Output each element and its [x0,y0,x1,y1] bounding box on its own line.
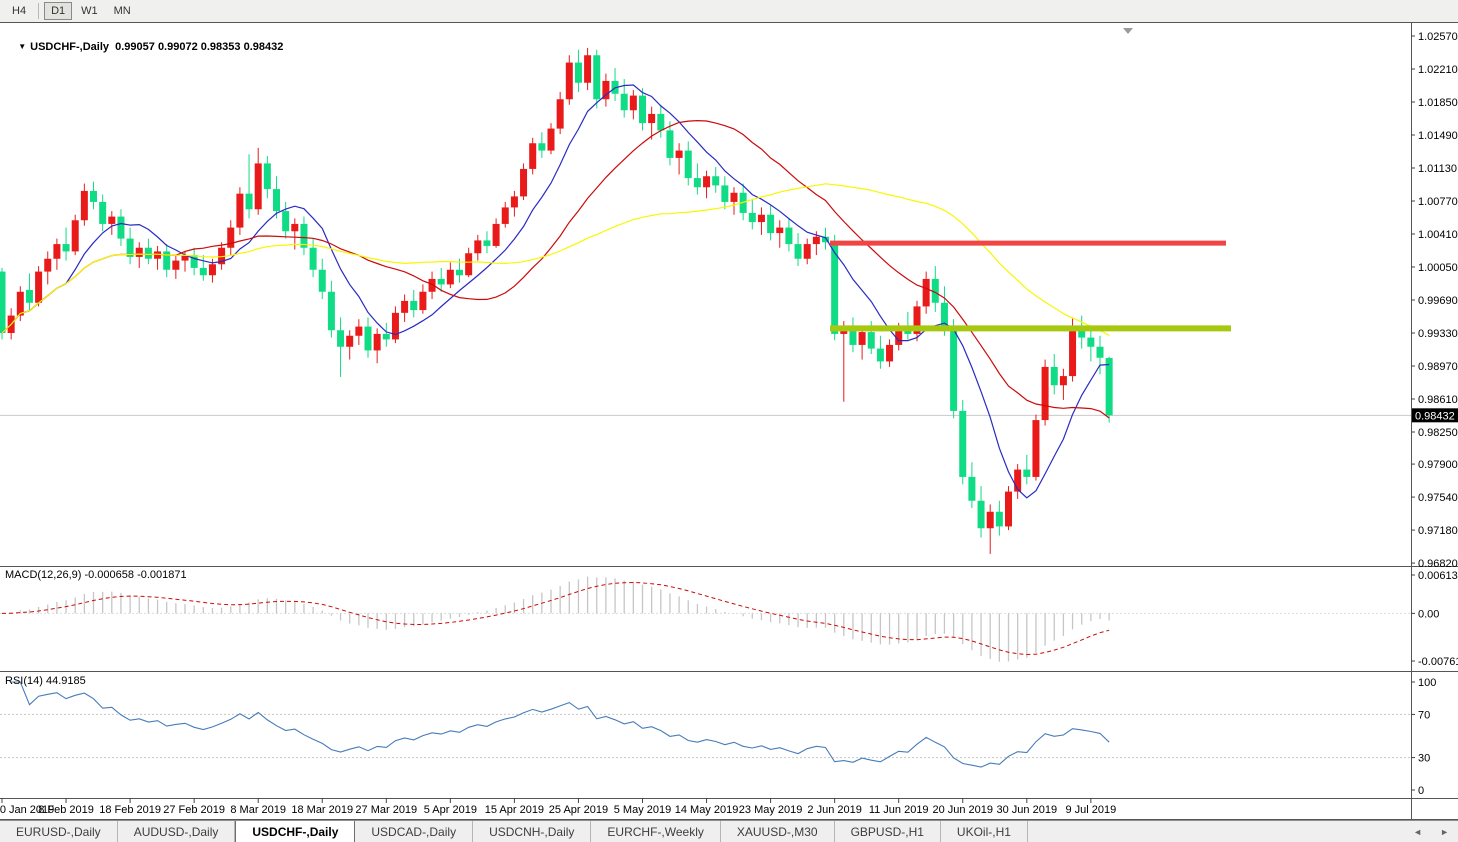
svg-text:0.97900: 0.97900 [1418,459,1458,471]
svg-text:1.01490: 1.01490 [1418,130,1458,142]
rsi-axis: 100 70 30 0 [1411,677,1436,797]
tab-usdchf-daily[interactable]: USDCHF-,Daily [235,821,356,842]
svg-text:1.02210: 1.02210 [1418,64,1458,76]
svg-text:0.00613: 0.00613 [1418,570,1458,582]
svg-text:0.99330: 0.99330 [1418,328,1458,340]
svg-text:0.98970: 0.98970 [1418,361,1458,373]
ma-slow-line [1,183,1110,337]
rsi-line [11,681,1110,768]
svg-text:18 Mar 2019: 18 Mar 2019 [291,804,353,816]
svg-text:30 Jun 2019: 30 Jun 2019 [997,804,1058,816]
chart-canvas[interactable]: 1.02570 1.02210 1.01850 1.01490 1.01130 1.007… [0,22,1458,820]
tab-gbpusd-h1[interactable]: GBPUSD-,H1 [835,821,941,842]
svg-text:20 Jun 2019: 20 Jun 2019 [932,804,993,816]
svg-text:14 May 2019: 14 May 2019 [675,804,739,816]
svg-text:1.00770: 1.00770 [1418,196,1458,208]
svg-text:70: 70 [1418,709,1430,721]
tab-usdcad-daily[interactable]: USDCAD-,Daily [355,821,474,842]
svg-text:15 Apr 2019: 15 Apr 2019 [485,804,544,816]
svg-text:9 Jul 2019: 9 Jul 2019 [1065,804,1116,816]
svg-text:1.01850: 1.01850 [1418,97,1458,109]
svg-text:0.98250: 0.98250 [1418,427,1458,439]
chart-window: 1.02570 1.02210 1.01850 1.01490 1.01130 1.007… [0,22,1458,820]
tab-ukoil-h1[interactable]: UKOil-,H1 [941,821,1028,842]
svg-text:2 Jun 2019: 2 Jun 2019 [807,804,861,816]
svg-text:18 Feb 2019: 18 Feb 2019 [99,804,161,816]
svg-text:8 Feb 2019: 8 Feb 2019 [38,804,94,816]
tab-scroll-left-icon[interactable]: ◄ [1413,826,1423,837]
svg-text:30: 30 [1418,753,1430,765]
tab-eurusd-daily[interactable]: EURUSD-,Daily [0,821,118,842]
tab-eurchf-weekly[interactable]: EURCHF-,Weekly [591,821,721,842]
price-axis[interactable]: 1.02570 1.02210 1.01850 1.01490 1.01130 1.007… [1411,31,1458,570]
svg-text:1.02570: 1.02570 [1418,31,1458,43]
svg-text:1.00050: 1.00050 [1418,262,1458,274]
svg-text:11 Jun 2019: 11 Jun 2019 [869,804,929,816]
svg-text:0.98610: 0.98610 [1418,394,1458,406]
svg-text:0.98432: 0.98432 [1415,410,1455,422]
tab-audusd-daily[interactable]: AUDUSD-,Daily [118,821,236,842]
timeframe-mn-button[interactable]: MN [107,2,138,20]
timeframe-h4-button[interactable]: H4 [5,2,33,20]
tab-xauusd-m30[interactable]: XAUUSD-,M30 [721,821,835,842]
tab-usdcnh-daily[interactable]: USDCNH-,Daily [473,821,592,842]
tabbar-spacer [1028,821,1404,842]
timeframe-w1-button[interactable]: W1 [74,2,105,20]
svg-text:0.97180: 0.97180 [1418,525,1458,537]
tab-scroll-right-icon[interactable]: ► [1440,826,1449,837]
svg-text:0.97540: 0.97540 [1418,492,1458,504]
svg-text:30 Jan 2019: 30 Jan 2019 [0,804,54,816]
svg-text:0.99690: 0.99690 [1418,295,1458,307]
svg-text:5 Apr 2019: 5 Apr 2019 [424,804,477,816]
svg-text:27 Feb 2019: 27 Feb 2019 [163,804,225,816]
svg-text:27 Mar 2019: 27 Mar 2019 [355,804,417,816]
chart-shift-icon[interactable] [1123,28,1133,34]
svg-text:1.00410: 1.00410 [1418,229,1458,241]
svg-text:-0.00761: -0.00761 [1418,656,1458,668]
candlestick-series [0,47,1113,554]
macd-axis: 0.00613 0.00 -0.00761 [1411,570,1458,668]
timeframe-toolbar: H4 D1 W1 MN [0,0,1458,22]
svg-text:100: 100 [1418,677,1436,689]
svg-text:25 Apr 2019: 25 Apr 2019 [549,804,608,816]
svg-text:1.01130: 1.01130 [1418,163,1457,175]
timeframe-d1-button[interactable]: D1 [44,2,73,20]
chart-tab-bar: EURUSD-,Daily AUDUSD-,Daily USDCHF-,Dail… [0,820,1458,842]
macd-signal-line [1,581,1110,656]
svg-text:8 Mar 2019: 8 Mar 2019 [230,804,286,816]
svg-text:0.00: 0.00 [1418,608,1439,620]
svg-text:5 May 2019: 5 May 2019 [614,804,671,816]
ma-mid-line [1,119,1110,419]
toolbar-separator [38,3,40,19]
svg-text:23 May 2019: 23 May 2019 [739,804,803,816]
svg-text:0.96820: 0.96820 [1418,558,1458,570]
svg-text:0: 0 [1418,785,1424,797]
